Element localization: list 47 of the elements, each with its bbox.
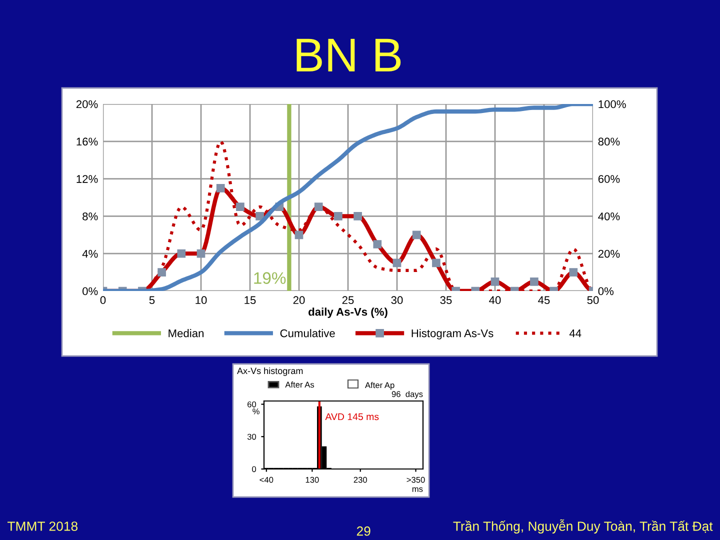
legend-label: Median (168, 329, 204, 338)
x-axis-title: ms (412, 487, 423, 492)
text: After Ap (365, 382, 394, 390)
y-tick-label: 8% (82, 212, 98, 220)
x-tick-label: 25 (342, 296, 354, 304)
chart-title: Ax-Vs histogram (237, 367, 303, 376)
x-tick-label: 10 (196, 296, 207, 304)
x-tick-label: 0 (100, 296, 106, 304)
legend-label: After As (285, 382, 314, 388)
y2-tick-label: 20% (598, 250, 620, 258)
y-axis-title: % (252, 408, 260, 414)
y2-tick-label: 100% (598, 100, 626, 108)
x-tick-label: 230 (354, 476, 367, 483)
text: 96 days (392, 390, 423, 399)
y-tick-label: 4% (82, 250, 98, 258)
x-tick-label: 35 (440, 296, 452, 304)
text: 29 (356, 526, 370, 536)
y2-tick-label: 40% (598, 212, 620, 220)
x-tick-label: 50 (587, 296, 599, 304)
y-tick-label: 16% (76, 138, 98, 146)
y2-tick-label: 60% (598, 175, 620, 183)
y-tick-label: 60 (248, 401, 256, 408)
x-tick-label: >350 (406, 476, 425, 483)
x-tick-label: 15 (244, 296, 256, 304)
x-tick-label: 130 (306, 476, 319, 483)
x-tick-label: <40 (260, 476, 274, 483)
legend-label: 44 (569, 329, 582, 338)
ref-line-label: AVD 145 ms (325, 413, 379, 420)
x-tick-label: 20 (293, 296, 305, 304)
y-tick-label: 20% (76, 100, 98, 108)
x-tick-label: 40 (489, 296, 501, 304)
annotation: 19% (254, 272, 286, 284)
legend-label: Histogram As-Vs (412, 329, 494, 340)
text: Trần Thống, Nguyễn Duy Toàn, Trần Tất Đạt (453, 519, 713, 534)
x-axis-title: daily As-Vs (%) (308, 308, 388, 318)
text: TMMT 2018 (7, 522, 78, 531)
y2-tick-label: 0% (598, 287, 614, 296)
y-tick-label: 30 (247, 434, 256, 440)
x-tick-label: 45 (538, 296, 550, 304)
y-tick-label: 0% (82, 287, 98, 296)
y-tick-label: 0 (252, 466, 256, 472)
x-tick-label: 30 (391, 296, 403, 304)
chart-title: BN B (296, 38, 401, 72)
y-tick-label: 12% (76, 175, 98, 183)
legend-label: Cumulative (280, 329, 335, 338)
y2-tick-label: 80% (598, 138, 620, 146)
x-tick-label: 5 (149, 296, 155, 304)
